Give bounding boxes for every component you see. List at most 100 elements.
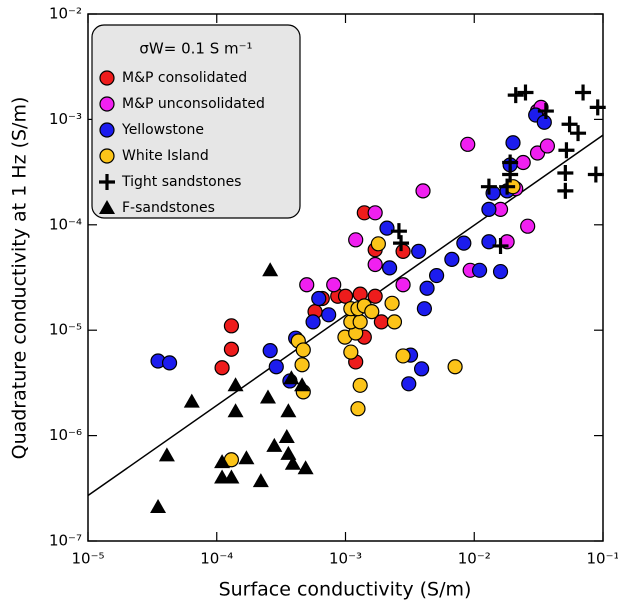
plus-marker bbox=[558, 142, 575, 159]
circle-marker bbox=[321, 307, 337, 323]
triangle-marker bbox=[99, 200, 115, 214]
circle-marker bbox=[520, 218, 536, 234]
circle-marker bbox=[214, 360, 230, 376]
circle-marker bbox=[337, 288, 354, 304]
plus-marker bbox=[390, 223, 407, 240]
x-tick-label: 10⁻⁵ bbox=[71, 550, 104, 568]
plus-marker bbox=[99, 174, 115, 190]
circle-marker bbox=[305, 314, 321, 330]
triangle-marker bbox=[266, 437, 283, 452]
circle-marker bbox=[99, 148, 115, 164]
plus-shape bbox=[557, 165, 574, 182]
plus-marker bbox=[557, 182, 574, 199]
circle-marker bbox=[395, 243, 411, 259]
circle-marker bbox=[481, 234, 497, 250]
triangle-marker bbox=[158, 447, 175, 462]
plus-marker bbox=[393, 235, 410, 252]
y-tick-label: 10⁻³ bbox=[49, 110, 82, 128]
triangle-marker bbox=[280, 445, 297, 460]
triangle-marker bbox=[183, 393, 200, 408]
circle-marker bbox=[401, 376, 417, 392]
circle-marker bbox=[395, 348, 411, 364]
circle-marker bbox=[456, 235, 472, 251]
plus-marker bbox=[502, 166, 519, 183]
circle-marker bbox=[348, 232, 364, 248]
legend-label: M&P unconsolidated bbox=[122, 96, 265, 112]
plus-shape bbox=[499, 178, 516, 195]
plus-shape bbox=[587, 166, 604, 183]
plus-shape bbox=[558, 142, 575, 159]
circle-marker bbox=[294, 357, 310, 373]
plus-marker bbox=[480, 178, 497, 195]
circle-marker bbox=[311, 290, 327, 307]
circle-marker bbox=[384, 295, 400, 311]
triangle-marker bbox=[284, 455, 301, 470]
circle-marker bbox=[419, 280, 435, 296]
circle-marker bbox=[381, 260, 398, 276]
triangle-marker bbox=[238, 450, 255, 465]
circle-marker bbox=[386, 314, 403, 330]
plus-shape bbox=[517, 84, 534, 101]
legend-box bbox=[91, 24, 301, 219]
triangle-marker bbox=[259, 389, 276, 404]
circle-marker bbox=[364, 304, 380, 320]
triangle-marker bbox=[278, 428, 295, 443]
plus-shape bbox=[393, 235, 410, 252]
circle-marker bbox=[299, 277, 315, 293]
plus-marker bbox=[492, 237, 509, 254]
circle-marker bbox=[395, 277, 411, 293]
circle-marker bbox=[471, 262, 488, 278]
triangle-marker bbox=[150, 499, 167, 514]
y-tick-label: 10⁻⁷ bbox=[49, 532, 82, 550]
circle-marker bbox=[379, 220, 395, 236]
plus-shape bbox=[537, 103, 554, 120]
plus-shape bbox=[575, 84, 592, 101]
circle-marker bbox=[370, 236, 386, 252]
circle-marker bbox=[268, 359, 284, 375]
y-axis-label: Quadrature conductivity at 1 Hz (S/m) bbox=[9, 97, 31, 460]
plus-marker bbox=[537, 103, 554, 120]
triangle-marker bbox=[214, 454, 231, 469]
y-tick-label: 10⁻⁵ bbox=[49, 321, 82, 339]
triangle-marker bbox=[294, 377, 311, 392]
legend-label: White Island bbox=[122, 148, 209, 164]
circle-marker bbox=[505, 135, 521, 151]
circle-marker bbox=[99, 122, 115, 138]
circle-marker bbox=[326, 277, 342, 293]
x-tick-label: 10⁻⁴ bbox=[200, 550, 233, 568]
x-tick-label: 10⁻² bbox=[458, 550, 491, 568]
plus-shape bbox=[570, 125, 587, 142]
plus-shape bbox=[561, 116, 578, 133]
triangle-marker bbox=[252, 473, 269, 488]
plus-marker bbox=[587, 166, 604, 183]
plus-marker bbox=[517, 84, 534, 101]
circle-marker bbox=[367, 288, 383, 304]
circle-marker bbox=[350, 401, 366, 417]
plus-marker bbox=[575, 84, 592, 101]
circle-marker bbox=[352, 377, 368, 393]
plus-shape bbox=[390, 223, 407, 240]
plus-marker bbox=[557, 165, 574, 182]
circle-marker bbox=[262, 343, 278, 359]
legend: σW= 0.1 S m⁻¹ M&P consolidated M&P unconso… bbox=[91, 24, 301, 219]
triangle-marker bbox=[283, 370, 300, 385]
legend-title: σW= 0.1 S m⁻¹ bbox=[139, 40, 252, 58]
y-tick-label: 10⁻² bbox=[49, 5, 82, 23]
plus-shape bbox=[502, 166, 519, 183]
x-axis-label: Surface conductivity (S/m) bbox=[219, 579, 472, 601]
circle-marker bbox=[223, 341, 240, 357]
legend-label: F-sandstones bbox=[122, 200, 215, 216]
triangle-marker bbox=[297, 460, 314, 475]
x-tick-label: 10⁻¹ bbox=[586, 550, 618, 568]
circle-marker bbox=[161, 355, 178, 371]
circle-marker bbox=[413, 361, 430, 377]
plus-marker bbox=[499, 178, 516, 195]
circle-marker bbox=[447, 359, 463, 375]
triangle-marker bbox=[262, 262, 279, 277]
legend-label: M&P consolidated bbox=[122, 70, 247, 86]
circle-marker bbox=[415, 183, 431, 199]
triangle-marker bbox=[280, 403, 297, 418]
circle-marker bbox=[492, 263, 509, 280]
circle-marker bbox=[411, 243, 427, 259]
